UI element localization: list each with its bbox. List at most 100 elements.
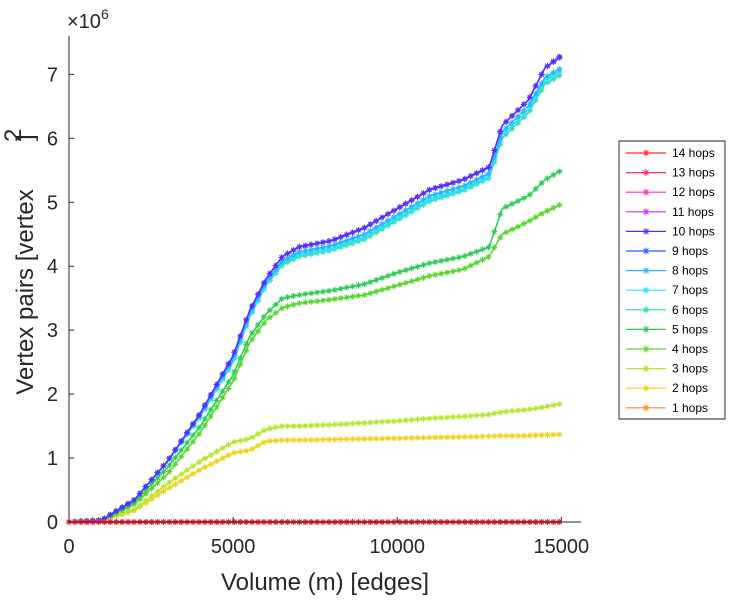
series-marker (272, 266, 279, 273)
series-marker (408, 278, 415, 285)
legend-item: 3 hops (626, 362, 708, 376)
legend-label: 4 hops (672, 342, 708, 356)
series-marker (331, 236, 338, 243)
series-marker (544, 431, 551, 438)
series-marker (408, 203, 415, 210)
series-marker (213, 403, 220, 410)
series-marker (361, 234, 368, 241)
series-marker (296, 423, 303, 430)
series-marker (201, 464, 208, 471)
series-marker (249, 306, 256, 313)
series-marker (432, 194, 439, 201)
series-marker (544, 79, 551, 86)
series-marker (532, 97, 539, 104)
series-marker (520, 406, 527, 413)
series-marker (125, 508, 132, 515)
series-marker (479, 256, 486, 263)
series-marker (237, 448, 244, 455)
series-marker (260, 313, 267, 320)
series-marker (320, 244, 327, 251)
series-marker (231, 349, 238, 356)
series-marker (438, 183, 445, 190)
series-marker (278, 423, 285, 430)
series-marker (491, 410, 498, 417)
series-marker (367, 221, 374, 228)
series-marker (113, 508, 120, 515)
series-marker (426, 260, 433, 267)
series-marker (284, 423, 291, 430)
series-marker (231, 368, 238, 375)
series-marker (207, 452, 214, 459)
series-marker (390, 418, 397, 425)
series-marker (444, 187, 451, 194)
series-marker (426, 196, 433, 203)
series-marker (438, 434, 445, 441)
series-marker (473, 170, 480, 177)
series-marker (379, 435, 386, 442)
series-marker (219, 371, 226, 378)
series-marker (302, 437, 309, 444)
series-marker (314, 298, 321, 305)
series-marker (438, 192, 445, 199)
series-marker (503, 432, 510, 439)
series-marker (243, 320, 250, 327)
y-axis-label-exponent: 2 (0, 129, 27, 142)
series-marker (432, 415, 439, 422)
y-tick-label: 2 (47, 384, 58, 406)
series-marker (497, 138, 504, 145)
series-marker (450, 255, 456, 262)
series-marker (455, 178, 462, 185)
series-marker (260, 439, 267, 446)
series-marker (385, 418, 392, 425)
series-marker (538, 404, 545, 411)
series-marker (325, 243, 332, 250)
series-marker (314, 422, 321, 429)
y-tick-label: 0 (47, 512, 58, 534)
series-marker (361, 435, 368, 442)
series-marker (361, 224, 368, 231)
series-marker (532, 405, 539, 412)
legend-marker (642, 227, 650, 235)
series-marker (485, 170, 492, 177)
series-marker (514, 197, 521, 204)
series-marker (207, 413, 214, 420)
legend-item: 7 hops (626, 283, 708, 297)
series-marker (213, 458, 220, 465)
series-marker (308, 422, 315, 429)
series-marker (190, 420, 197, 427)
series-marker (550, 75, 557, 82)
series-marker (272, 424, 279, 431)
series-marker (207, 461, 214, 468)
series-marker (355, 227, 362, 234)
legend-label: 5 hops (672, 322, 708, 336)
legend-label: 10 hops (672, 224, 715, 238)
series-marker (243, 316, 250, 323)
series-8-hops (66, 66, 563, 525)
series-marker (278, 437, 285, 444)
series-marker (485, 411, 492, 418)
series-marker (538, 180, 545, 187)
series-marker (278, 258, 285, 265)
series-marker (514, 432, 521, 439)
series-marker (538, 71, 545, 78)
series-marker (444, 414, 451, 421)
series-marker (408, 434, 415, 441)
legend-label: 8 hops (672, 264, 708, 278)
legend-item: 10 hops (626, 224, 715, 238)
series-marker (461, 265, 468, 272)
series-marker (290, 293, 297, 300)
series-marker (420, 196, 427, 203)
series-marker (231, 352, 238, 359)
series-marker (290, 437, 297, 444)
series-marker (509, 125, 516, 132)
series-marker (231, 438, 238, 445)
x-tick-label: 0 (63, 536, 74, 558)
series-marker (479, 412, 486, 419)
series-marker (284, 250, 291, 257)
series-marker (314, 240, 321, 247)
series-marker (526, 101, 533, 108)
series-marker (450, 186, 456, 193)
series-marker (544, 403, 551, 410)
series-marker (355, 420, 362, 427)
series-marker (172, 461, 179, 468)
